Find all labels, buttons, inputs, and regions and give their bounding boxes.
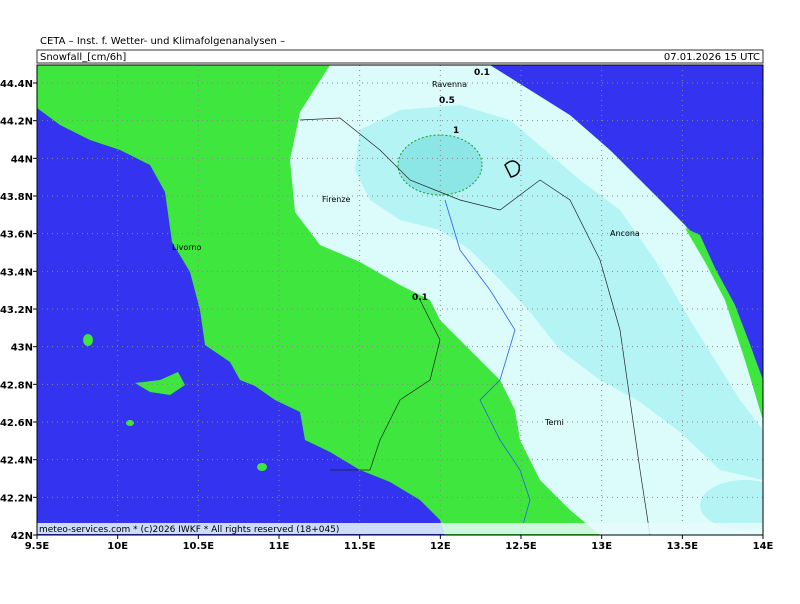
- lat-tick-label: 44N: [11, 154, 33, 165]
- contour-label: 0.1: [474, 68, 490, 78]
- island: [83, 334, 93, 346]
- snow-0.5-blob: [700, 480, 763, 530]
- lat-tick-label: 43.4N: [0, 267, 33, 278]
- lat-tick-label: 42N: [11, 531, 33, 542]
- lat-tick-label: 43.2N: [0, 305, 33, 316]
- lat-tick-label: 42.2N: [0, 493, 33, 504]
- lat-tick-label: 44.2N: [0, 117, 33, 128]
- title: CETA – Inst. f. Wetter- und Klimafolgena…: [40, 36, 285, 47]
- river: [444, 199, 531, 535]
- map-area: Ravenna Firenze Livorno Ancona Terni 0.1…: [37, 65, 763, 535]
- lat-tick-label: 42.6N: [0, 418, 33, 429]
- lon-tick-label: 13E: [591, 541, 612, 552]
- elba: [135, 372, 185, 395]
- lat-tick-label: 42.4N: [0, 456, 33, 467]
- footer: meteo-services.com * (c)2026 IWKF * All …: [39, 525, 339, 535]
- city-label: Firenze: [322, 195, 351, 204]
- sea-east: [490, 65, 763, 380]
- lon-tick-label: 11E: [269, 541, 290, 552]
- island: [257, 463, 267, 471]
- lon-tick-label: 10E: [107, 541, 128, 552]
- grid: [37, 65, 763, 535]
- city-label: Terni: [544, 418, 564, 427]
- san-marino: [504, 160, 521, 178]
- valid-time: 07.01.2026 15 UTC: [664, 52, 760, 63]
- contour-label: 0.1: [412, 293, 428, 303]
- city-label: Ancona: [610, 229, 640, 238]
- lon-tick-label: 11.5E: [344, 541, 376, 552]
- footer-strip: [37, 523, 763, 534]
- lat-tick-label: 44.4N: [0, 79, 33, 90]
- city-label: Livorno: [172, 243, 202, 252]
- lon-tick-label: 13.5E: [667, 541, 699, 552]
- lon-tick-label: 12E: [430, 541, 451, 552]
- lat-tick-label: 42.8N: [0, 380, 33, 391]
- lat-tick-label: 43.8N: [0, 192, 33, 203]
- lat-tick-label: 43N: [11, 343, 33, 354]
- axes: 9.5E 10E 10.5E 11E 11.5E 12E 12.5E 13E 13.5E 14E 4…: [0, 79, 774, 552]
- city-label: Ravenna: [432, 80, 467, 89]
- island: [126, 420, 134, 426]
- lon-tick-label: 9.5E: [25, 541, 50, 552]
- header-box: [36, 49, 764, 64]
- lon-tick-label: 14E: [753, 541, 774, 552]
- lon-tick-label: 10.5E: [183, 541, 215, 552]
- contour-label: 1: [453, 126, 459, 136]
- parameter: Snowfall_[cm/6h]: [40, 52, 126, 63]
- lat-tick-label: 43.6N: [0, 230, 33, 241]
- borders: [299, 117, 651, 535]
- lon-tick-label: 12.5E: [505, 541, 537, 552]
- map-frame: [36, 64, 764, 536]
- contour-label: 0.5: [439, 96, 455, 106]
